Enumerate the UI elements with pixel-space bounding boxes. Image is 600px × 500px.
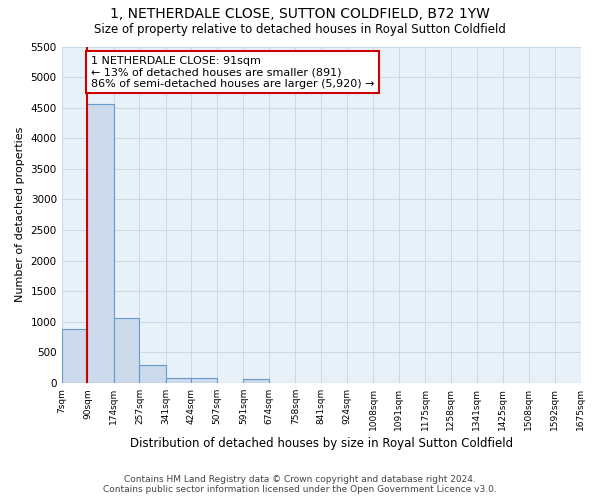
- Bar: [113, 318, 139, 383]
- Bar: [62, 328, 88, 383]
- Bar: [244, 380, 269, 383]
- Bar: [88, 104, 113, 383]
- Text: 1 NETHERDALE CLOSE: 91sqm
← 13% of detached houses are smaller (891)
86% of semi: 1 NETHERDALE CLOSE: 91sqm ← 13% of detac…: [91, 56, 374, 89]
- Y-axis label: Number of detached properties: Number of detached properties: [15, 127, 25, 302]
- Text: 1, NETHERDALE CLOSE, SUTTON COLDFIELD, B72 1YW: 1, NETHERDALE CLOSE, SUTTON COLDFIELD, B…: [110, 8, 490, 22]
- Bar: [139, 366, 166, 383]
- X-axis label: Distribution of detached houses by size in Royal Sutton Coldfield: Distribution of detached houses by size …: [130, 437, 512, 450]
- Bar: [166, 378, 191, 383]
- Bar: [191, 378, 217, 383]
- Text: Size of property relative to detached houses in Royal Sutton Coldfield: Size of property relative to detached ho…: [94, 22, 506, 36]
- Text: Contains HM Land Registry data © Crown copyright and database right 2024.
Contai: Contains HM Land Registry data © Crown c…: [103, 474, 497, 494]
